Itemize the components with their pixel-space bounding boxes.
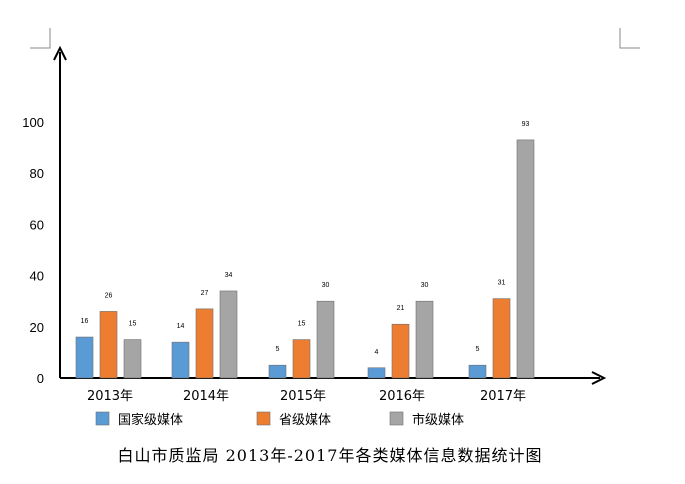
data-label: 31 xyxy=(498,280,506,287)
y-tick-label: 80 xyxy=(30,166,44,181)
bar xyxy=(268,364,287,379)
y-tick-labels: 0 20 40 60 80 100 xyxy=(22,115,44,386)
data-labels: 16 26 15 14 27 34 5 15 30 4 21 30 5 31 93 xyxy=(81,121,530,356)
data-label: 30 xyxy=(421,282,429,289)
data-label: 93 xyxy=(522,121,530,128)
bar xyxy=(468,364,487,379)
bar xyxy=(367,367,386,379)
category-label: 2013年 xyxy=(87,389,133,404)
data-label: 21 xyxy=(397,305,405,312)
bar xyxy=(292,339,311,379)
legend-label: 省级媒体 xyxy=(279,413,331,428)
bar xyxy=(316,300,335,379)
legend-label: 国家级媒体 xyxy=(118,412,183,428)
data-label: 5 xyxy=(476,346,480,353)
data-label: 30 xyxy=(322,282,330,289)
x-axis-arrow xyxy=(591,371,607,385)
chart-title: 白山市质监局 2013年-2017年各类媒体信息数据统计图 xyxy=(118,446,543,465)
bar xyxy=(171,341,190,379)
data-label: 14 xyxy=(177,323,185,330)
data-label: 27 xyxy=(201,290,209,297)
y-tick-label: 60 xyxy=(30,217,44,232)
bar xyxy=(123,339,142,379)
bar xyxy=(219,290,238,379)
y-tick-label: 100 xyxy=(22,115,44,130)
bar xyxy=(516,139,535,379)
category-label: 2014年 xyxy=(183,389,229,404)
bar xyxy=(75,336,94,379)
category-label: 2016年 xyxy=(379,389,425,404)
category-labels: 2013年 2014年 2015年 2016年 2017年 xyxy=(87,389,526,404)
legend-swatch xyxy=(256,411,271,426)
legend: 国家级媒体 省级媒体 市级媒体 xyxy=(95,411,464,428)
data-label: 15 xyxy=(129,321,137,328)
bar xyxy=(415,300,434,379)
bar xyxy=(99,311,118,379)
bar xyxy=(492,298,511,379)
data-label: 5 xyxy=(276,346,280,353)
category-label: 2015年 xyxy=(280,389,326,404)
y-tick-label: 0 xyxy=(37,371,44,386)
bar xyxy=(195,308,214,379)
data-label: 26 xyxy=(105,292,113,299)
y-tick-label: 40 xyxy=(30,269,44,284)
legend-swatch xyxy=(95,411,110,426)
legend-swatch xyxy=(389,411,404,426)
data-label: 16 xyxy=(81,318,89,325)
y-axis-arrow xyxy=(53,45,67,61)
bars xyxy=(75,139,535,379)
data-label: 4 xyxy=(375,349,379,356)
y-tick-label: 20 xyxy=(30,320,44,335)
data-label: 34 xyxy=(225,272,233,279)
page-corner-marks xyxy=(30,28,640,49)
bar xyxy=(391,323,410,379)
category-label: 2017年 xyxy=(480,389,526,404)
legend-label: 市级媒体 xyxy=(412,412,464,428)
data-label: 15 xyxy=(298,321,306,328)
